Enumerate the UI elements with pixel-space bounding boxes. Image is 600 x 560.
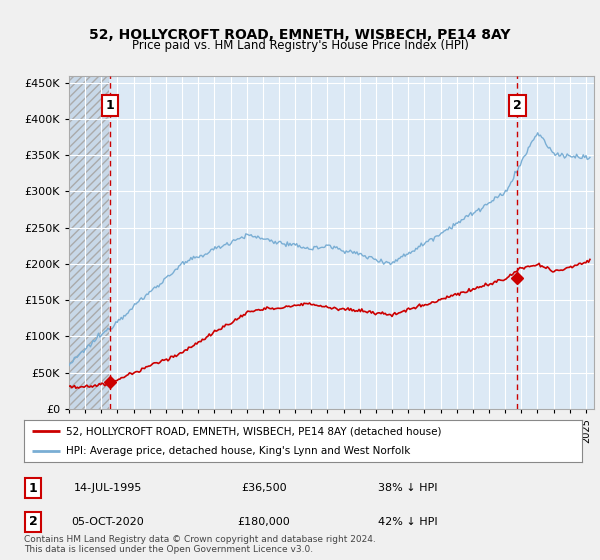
Text: HPI: Average price, detached house, King's Lynn and West Norfolk: HPI: Average price, detached house, King…	[66, 446, 410, 456]
Text: 2: 2	[29, 515, 37, 529]
Text: 1: 1	[106, 99, 115, 112]
Text: 1: 1	[29, 482, 37, 495]
Text: 52, HOLLYCROFT ROAD, EMNETH, WISBECH, PE14 8AY: 52, HOLLYCROFT ROAD, EMNETH, WISBECH, PE…	[89, 28, 511, 42]
Text: 52, HOLLYCROFT ROAD, EMNETH, WISBECH, PE14 8AY (detached house): 52, HOLLYCROFT ROAD, EMNETH, WISBECH, PE…	[66, 426, 442, 436]
Text: £36,500: £36,500	[241, 483, 287, 493]
Text: Contains HM Land Registry data © Crown copyright and database right 2024.
This d: Contains HM Land Registry data © Crown c…	[24, 535, 376, 554]
Text: 14-JUL-1995: 14-JUL-1995	[74, 483, 142, 493]
Text: 2: 2	[513, 99, 522, 112]
Bar	[69, 76, 109, 409]
Text: Price paid vs. HM Land Registry's House Price Index (HPI): Price paid vs. HM Land Registry's House …	[131, 39, 469, 53]
Text: 42% ↓ HPI: 42% ↓ HPI	[378, 517, 438, 527]
Text: £180,000: £180,000	[238, 517, 290, 527]
Text: 05-OCT-2020: 05-OCT-2020	[71, 517, 145, 527]
Text: 38% ↓ HPI: 38% ↓ HPI	[378, 483, 438, 493]
